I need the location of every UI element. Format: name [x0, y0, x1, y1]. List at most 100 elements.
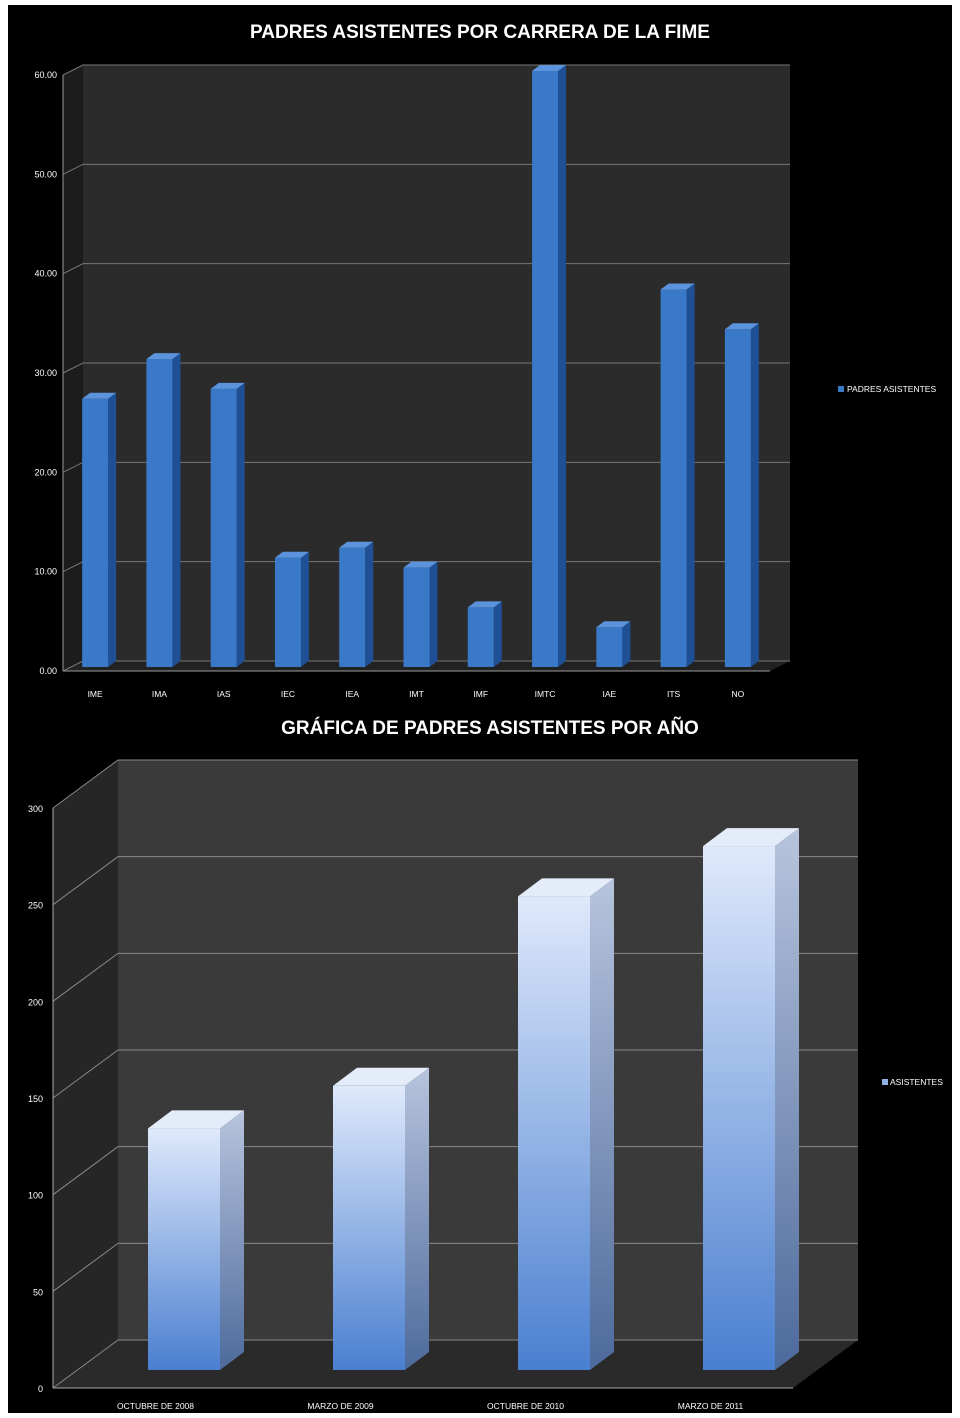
bar-front: [146, 359, 173, 667]
bar-front: [210, 388, 237, 667]
bar-top: [403, 561, 438, 568]
x-tick-label: IMTC: [535, 689, 556, 699]
x-tick-label: IMF: [473, 689, 488, 699]
bar-front: [518, 896, 590, 1370]
legend-swatch: [882, 1079, 888, 1085]
bar-side: [236, 382, 245, 667]
x-tick-label: MARZO DE 2009: [307, 1401, 373, 1411]
bar-side: [220, 1110, 244, 1370]
chart-title: GRÁFICA DE PADRES ASISTENTES POR AÑO: [281, 717, 699, 739]
y-tick-label: 20.00: [34, 467, 57, 477]
bar-top: [274, 551, 309, 558]
bar-4: [703, 828, 799, 1370]
bar-top: [518, 878, 614, 897]
x-tick-label: OCTUBRE DE 2010: [487, 1401, 564, 1411]
legend-swatch: [838, 386, 844, 392]
bar-side: [686, 283, 695, 667]
bar-its: [660, 283, 695, 667]
bar-front: [703, 846, 775, 1370]
x-tick-label: IAE: [602, 689, 616, 699]
x-tick-label: ITS: [667, 689, 681, 699]
bar-front: [596, 627, 623, 667]
y-tick-label: 30.00: [34, 368, 57, 378]
bar-side: [493, 601, 502, 667]
bar-front: [467, 607, 494, 667]
bar-top: [333, 1067, 429, 1086]
bar-top: [339, 541, 374, 548]
bar-no: [724, 323, 759, 667]
bar-front: [274, 557, 301, 667]
y-tick-label: 200: [28, 997, 43, 1007]
bar-side: [558, 65, 567, 667]
y-tick-label: 10.00: [34, 567, 57, 577]
gridline: [52, 856, 858, 906]
bar-iea: [339, 541, 374, 667]
bar-front: [333, 1085, 405, 1370]
bar-side: [300, 551, 309, 667]
x-tick-label: IEC: [281, 689, 295, 699]
bar-side: [590, 878, 614, 1370]
bar-3: [518, 878, 614, 1370]
bar-side: [108, 392, 117, 667]
gridline: [52, 759, 858, 809]
bar-iec: [274, 551, 309, 667]
y-tick-label: 250: [28, 901, 43, 911]
bar-top: [82, 392, 117, 399]
y-tick-label: 0: [38, 1384, 43, 1394]
bar-top: [660, 283, 695, 290]
bar-front: [660, 289, 687, 667]
y-tick-label: 150: [28, 1094, 43, 1104]
bar-chart-carrera: PADRES ASISTENTES POR CARRERA DE LA FIME…: [34, 22, 936, 699]
bar-imtc: [532, 65, 567, 667]
legend-label: PADRES ASISTENTES: [847, 384, 936, 394]
bar-ime: [82, 392, 117, 667]
chart-panel-carrera: PADRES ASISTENTES POR CARRERA DE LA FIME…: [8, 5, 952, 710]
bar-front: [339, 547, 366, 667]
chart-title: PADRES ASISTENTES POR CARRERA DE LA FIME: [250, 22, 710, 43]
y-tick-label: 50.00: [34, 169, 57, 179]
x-tick-label: IMT: [409, 689, 424, 699]
bar-side: [172, 353, 181, 667]
x-tick-label: NO: [731, 689, 744, 699]
chart-panel-anio: GRÁFICA DE PADRES ASISTENTES POR AÑO 0 50 1…: [8, 705, 952, 1413]
bar-front: [403, 567, 430, 667]
bar-iae: [596, 621, 631, 667]
x-tick-label: IEA: [345, 689, 359, 699]
bar-top: [724, 323, 759, 330]
bar-top: [467, 601, 502, 608]
bar-imt: [403, 561, 438, 667]
y-tick-label: 60.00: [34, 70, 57, 80]
bar-side: [429, 561, 438, 667]
bar-top: [703, 828, 799, 847]
x-tick-label: OCTUBRE DE 2008: [117, 1401, 194, 1411]
x-tick-label: IAS: [217, 689, 231, 699]
y-tick-label: 100: [28, 1191, 43, 1201]
bar-front: [148, 1128, 220, 1370]
bar-side: [365, 541, 374, 667]
bar-side: [750, 323, 759, 667]
bar-1: [148, 1110, 244, 1370]
y-tick-label: 0.00: [39, 666, 57, 676]
floor: [53, 1340, 858, 1388]
bar-chart-anio: GRÁFICA DE PADRES ASISTENTES POR AÑO 0 50 1…: [28, 717, 943, 1411]
legend-label: ASISTENTES: [890, 1077, 943, 1087]
bar-2: [333, 1067, 429, 1370]
bar-top: [532, 65, 567, 71]
bar-top: [146, 353, 181, 360]
y-tick-label: 40.00: [34, 269, 57, 279]
x-tick-label: IMA: [152, 689, 167, 699]
x-tick-label: IME: [88, 689, 103, 699]
bar-side: [622, 621, 631, 667]
bar-ias: [210, 382, 245, 667]
bar-ima: [146, 353, 181, 667]
bar-imf: [467, 601, 502, 667]
y-tick-label: 50: [33, 1287, 43, 1297]
bar-side: [775, 828, 799, 1370]
bar-top: [596, 621, 631, 628]
bar-front: [532, 71, 559, 667]
x-tick-label: MARZO DE 2011: [678, 1401, 744, 1411]
bar-top: [148, 1110, 244, 1129]
bar-top: [210, 382, 245, 389]
bar-front: [82, 398, 109, 667]
